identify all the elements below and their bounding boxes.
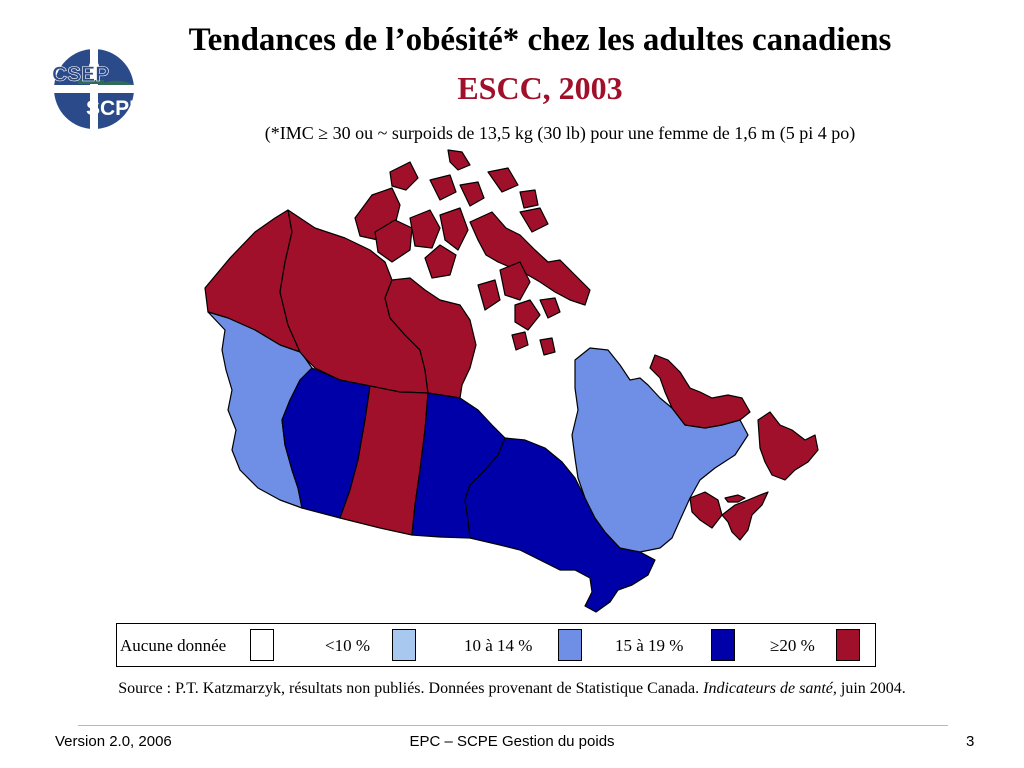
map-legend: Aucune donnée <10 % 10 à 14 % 15 à 19 % … — [116, 623, 876, 667]
legend-swatch — [836, 629, 860, 661]
page-title: Tendances de l’obésité* chez les adultes… — [188, 22, 892, 58]
footer-version: Version 2.0, 2006 — [55, 733, 172, 750]
legend-label: 10 à 14 % — [464, 636, 533, 655]
definition-footnote: (*IMC ≥ 30 ou ~ surpoids de 13,5 kg (30 … — [264, 123, 856, 143]
csep-logo: CSEP SCPE — [52, 49, 136, 129]
logo-text-bottom: SCPE — [86, 97, 136, 120]
region-quebec — [571, 347, 749, 553]
footer-course: EPC – SCPE Gestion du poids — [409, 733, 615, 750]
legend-label: Aucune donnée — [120, 636, 227, 655]
region-nova-scotia — [721, 491, 769, 541]
canada-map — [204, 149, 819, 613]
source-prefix: Source : P.T. Katzmarzyk, résultats non … — [118, 680, 704, 697]
legend-swatch — [392, 629, 416, 661]
legend-label: 15 à 19 % — [615, 636, 684, 655]
footer-page-number: 3 — [966, 733, 975, 750]
logo-text-top: CSEP — [52, 63, 109, 86]
legend-swatch — [250, 629, 274, 661]
legend-swatch — [558, 629, 582, 661]
region-pei — [724, 494, 746, 503]
region-nunavut-islands — [354, 149, 591, 356]
region-labrador — [649, 354, 751, 429]
legend-label: ≥20 % — [770, 636, 815, 655]
footer-divider — [78, 725, 948, 726]
legend-swatch — [711, 629, 735, 661]
page-subtitle: ESCC, 2003 — [457, 70, 623, 106]
region-new-brunswick — [689, 491, 723, 529]
source-suffix: juin 2004. — [836, 680, 906, 697]
region-nunavut — [384, 277, 477, 399]
region-newfoundland — [757, 411, 819, 481]
source-italic: Indicateurs de santé, — [703, 680, 837, 697]
source-citation: Source : P.T. Katzmarzyk, résultats non … — [0, 679, 1024, 699]
legend-label: <10 % — [325, 636, 370, 655]
